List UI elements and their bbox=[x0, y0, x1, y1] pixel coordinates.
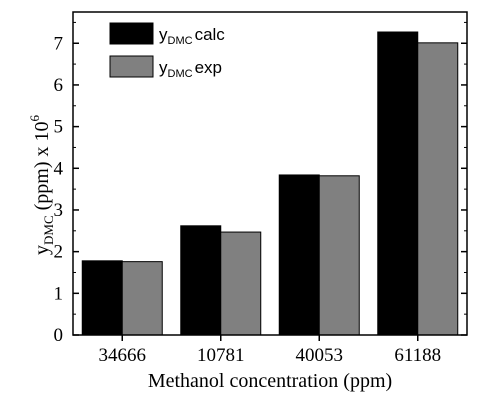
x-tick-label: 10781 bbox=[197, 345, 245, 366]
legend-swatch-calc bbox=[109, 22, 154, 45]
y-tick-label: 6 bbox=[54, 75, 64, 96]
bar-calc-61188 bbox=[377, 31, 419, 336]
legend-label-exp: yDMC exp bbox=[159, 58, 222, 80]
bar-calc-34666 bbox=[81, 260, 123, 336]
bar-exp-40053 bbox=[318, 175, 360, 336]
bar-exp-34666 bbox=[121, 261, 163, 336]
bars-group bbox=[81, 31, 459, 336]
bar-exp-10781 bbox=[220, 231, 262, 336]
x-axis: 34666 10781 40053 61188 bbox=[99, 335, 441, 366]
y-tick-label: 5 bbox=[54, 117, 64, 138]
bar-calc-40053 bbox=[278, 174, 320, 336]
x-tick-label: 61188 bbox=[394, 345, 441, 366]
plot-frame bbox=[72, 11, 468, 336]
y-tick-label: 1 bbox=[54, 283, 64, 304]
y-tick-label: 3 bbox=[54, 200, 64, 221]
y-axis-label: yDMC (ppm) x 106 bbox=[27, 114, 56, 255]
x-axis-label: Methanol concentration (ppm) bbox=[148, 370, 392, 392]
legend-swatch-exp bbox=[109, 55, 154, 78]
y-tick-label: 4 bbox=[54, 158, 64, 179]
legend-label-calc: yDMC calc bbox=[159, 25, 225, 47]
y-tick-label: 2 bbox=[54, 242, 64, 263]
y-tick-label: 7 bbox=[54, 33, 64, 54]
bar-calc-10781 bbox=[180, 225, 222, 336]
x-tick-label: 40053 bbox=[296, 345, 344, 366]
y-axis: 0 1 2 3 4 5 6 7 bbox=[54, 21, 467, 346]
x-tick-label: 34666 bbox=[99, 345, 147, 366]
y-tick-label: 0 bbox=[54, 325, 64, 346]
legend: yDMC calc yDMC exp bbox=[109, 22, 225, 80]
bar-exp-61188 bbox=[417, 42, 459, 336]
